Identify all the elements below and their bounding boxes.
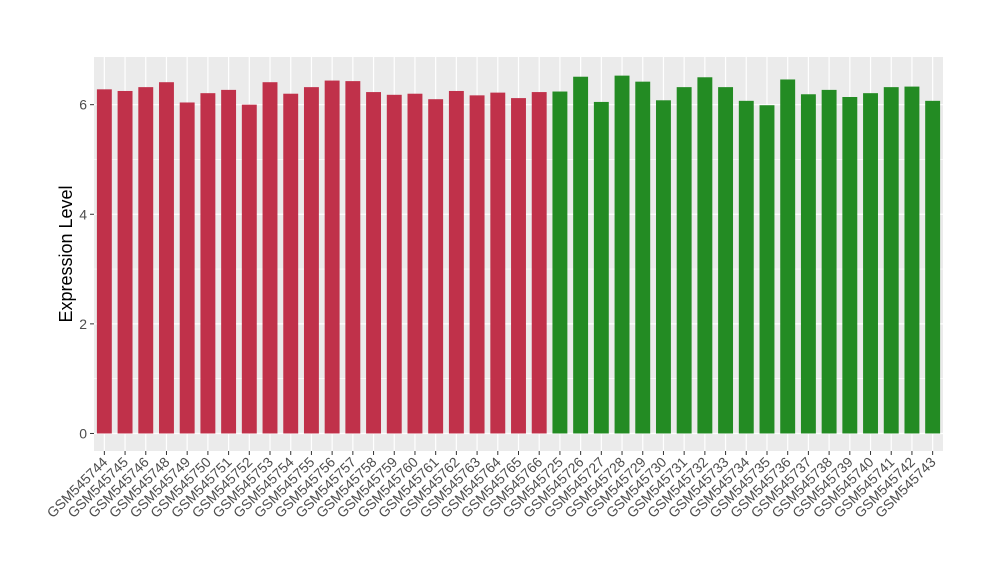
y-tick-label: 4	[79, 206, 87, 222]
bar-GSM545746	[138, 87, 154, 434]
bar-GSM545727	[593, 101, 609, 434]
bar-GSM545760	[407, 93, 423, 434]
bar-GSM545757	[345, 81, 361, 434]
bar-GSM545754	[283, 93, 299, 434]
bar-GSM545761	[428, 99, 444, 434]
bar-GSM545726	[573, 76, 589, 434]
bar-GSM545741	[883, 87, 899, 434]
y-tick-label: 6	[79, 97, 87, 113]
bar-GSM545756	[324, 80, 340, 434]
bar-GSM545764	[490, 92, 506, 434]
bar-GSM545725	[552, 91, 568, 434]
y-tick-label: 2	[79, 316, 87, 332]
bar-GSM545740	[863, 93, 878, 434]
bar-GSM545739	[842, 97, 858, 434]
bar-GSM545765	[511, 98, 526, 434]
bar-GSM545731	[676, 87, 692, 434]
bar-GSM545738	[821, 89, 837, 434]
bar-GSM545752	[241, 104, 257, 434]
bar-GSM545753	[262, 82, 278, 434]
bar-GSM545728	[614, 75, 630, 434]
bar-GSM545762	[448, 90, 464, 434]
bar-GSM545732	[697, 77, 713, 434]
bar-GSM545750	[200, 93, 216, 434]
bar-GSM545742	[904, 86, 920, 434]
bar-GSM545736	[780, 79, 796, 434]
bar-GSM545763	[469, 95, 485, 434]
bar-GSM545766	[531, 92, 547, 434]
bar-GSM545745	[117, 90, 133, 434]
bar-GSM545748	[159, 82, 174, 434]
bar-series	[96, 75, 941, 434]
bar-GSM545759	[386, 94, 402, 434]
bar-GSM545729	[635, 81, 651, 434]
y-axis: 0 2 4 6	[79, 97, 94, 441]
bar-GSM545737	[800, 94, 816, 434]
y-tick-label: 0	[79, 425, 87, 441]
bar-GSM545735	[759, 105, 775, 434]
y-axis-title: Expression Level	[56, 185, 76, 322]
bar-GSM545751	[221, 89, 237, 434]
bar-GSM545730	[655, 100, 671, 434]
bar-GSM545733	[718, 87, 734, 434]
bar-GSM545743	[925, 100, 941, 434]
bar-GSM545744	[96, 89, 112, 434]
bar-GSM545758	[366, 92, 382, 434]
bar-GSM545734	[738, 100, 754, 434]
bar-GSM545749	[179, 102, 195, 434]
bar-GSM545755	[303, 87, 319, 434]
x-axis: GSM545744GSM545745GSM545746GSM545748GSM5…	[44, 451, 939, 521]
